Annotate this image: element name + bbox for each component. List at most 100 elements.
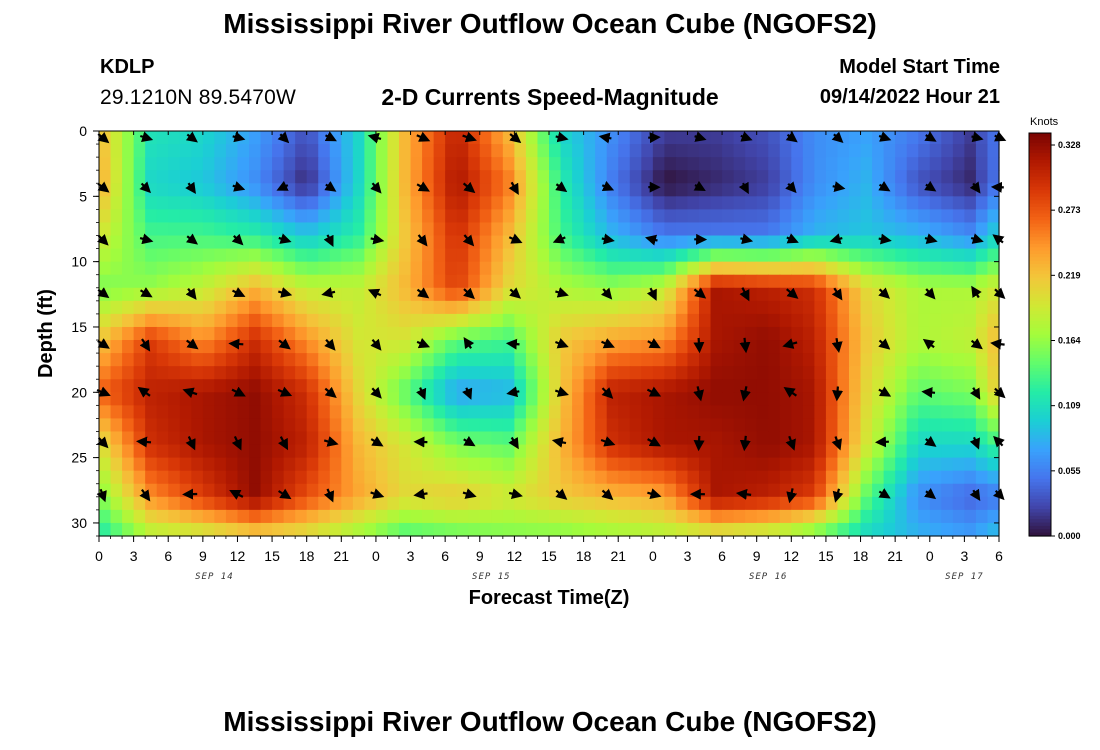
heatmap-cell: [837, 248, 850, 263]
heatmap-cell: [687, 287, 700, 302]
heatmap-cell: [283, 470, 296, 485]
heatmap-cell: [237, 196, 250, 210]
heatmap-cell: [860, 313, 873, 328]
heatmap-cell: [549, 496, 562, 511]
heatmap-cell: [722, 509, 735, 524]
heatmap-cell: [825, 248, 839, 263]
heatmap-cell: [699, 235, 712, 250]
heatmap-cell: [583, 248, 596, 263]
heatmap-cell: [237, 300, 250, 315]
heatmap-cell: [652, 340, 665, 354]
heatmap-cell: [364, 326, 377, 341]
heatmap-cell: [214, 483, 227, 498]
heatmap-cell: [214, 326, 227, 341]
heatmap-cell: [572, 313, 585, 328]
current-vector-arrow: [96, 233, 109, 246]
heatmap-cell: [110, 183, 123, 197]
heatmap-cell: [825, 196, 839, 210]
heatmap-cell: [214, 340, 227, 354]
heatmap-cell: [583, 313, 596, 328]
heatmap-cell: [133, 418, 146, 433]
heatmap-cell: [306, 431, 319, 446]
heatmap-cell: [133, 313, 146, 328]
colorbar-segment: [1029, 304, 1051, 309]
heatmap-cell: [814, 340, 827, 354]
current-vector-arrow: [924, 131, 937, 142]
heatmap-cell: [883, 196, 896, 210]
heatmap-cell: [802, 366, 815, 380]
heatmap-cell: [468, 444, 481, 459]
heatmap-cell: [618, 183, 631, 197]
colorbar-segment: [1029, 143, 1051, 148]
heatmap-cell: [352, 248, 365, 263]
heatmap-cell: [652, 235, 665, 250]
heatmap-cell: [860, 183, 873, 197]
heatmap-cell: [399, 496, 412, 511]
heatmap-cell: [952, 287, 965, 302]
heatmap-cell: [629, 483, 642, 498]
heatmap-cell: [537, 431, 550, 446]
heatmap-cell: [445, 300, 458, 315]
heatmap-cell: [779, 274, 792, 289]
colorbar-segment: [1029, 394, 1051, 399]
heatmap-cell: [537, 379, 550, 393]
heatmap-cell: [525, 496, 539, 511]
heatmap-cell: [756, 313, 769, 328]
heatmap-cell: [941, 418, 954, 433]
heatmap-cell: [606, 509, 619, 524]
heatmap-cell: [352, 457, 365, 472]
heatmap-cell: [341, 274, 354, 289]
heatmap-cell: [352, 392, 365, 406]
heatmap-cell: [306, 353, 319, 367]
current-vector-arrow: [463, 336, 475, 350]
heatmap-cell: [872, 170, 885, 184]
heatmap-cell: [225, 340, 239, 354]
heatmap-cell: [237, 470, 250, 485]
heatmap-cell: [422, 379, 435, 393]
heatmap-cell: [710, 209, 723, 224]
heatmap-cell: [525, 183, 539, 197]
heatmap-cell: [895, 392, 908, 406]
heatmap-cell: [941, 470, 954, 485]
heatmap-cell: [122, 340, 135, 354]
heatmap-cell: [768, 248, 781, 263]
heatmap-cell: [179, 392, 192, 406]
heatmap-cell: [572, 326, 585, 341]
colorbar-segment: [1029, 532, 1051, 537]
heatmap-cell: [906, 326, 919, 341]
current-vector-arrow: [878, 233, 892, 245]
heatmap-cell: [99, 470, 112, 485]
heatmap-cell: [745, 157, 758, 171]
heatmap-cell: [537, 522, 550, 537]
heatmap-cell: [987, 444, 1000, 459]
heatmap-cell: [641, 444, 654, 459]
heatmap-cell: [975, 157, 989, 171]
heatmap-cell: [814, 483, 827, 498]
heatmap-cell: [595, 326, 608, 341]
colorbar-tick-label: 0.273: [1058, 205, 1081, 215]
heatmap-cell: [629, 209, 642, 224]
heatmap-cell: [906, 509, 919, 524]
heatmap-cell: [341, 340, 354, 354]
heatmap-cell: [364, 366, 377, 380]
heatmap-cell: [214, 418, 227, 433]
current-vector-arrow: [786, 233, 799, 244]
heatmap-cell: [652, 274, 665, 289]
heatmap-cell: [964, 509, 977, 524]
colorbar-segment: [1029, 331, 1051, 336]
heatmap-cell: [710, 313, 723, 328]
x-tick-label: 6: [164, 548, 172, 564]
y-tick-label: 30: [71, 515, 87, 531]
heatmap-cell: [202, 144, 215, 158]
colorbar-tick-label: 0.109: [1058, 401, 1081, 411]
heatmap-cell: [987, 509, 1000, 524]
heatmap-cell: [422, 418, 435, 433]
heatmap-cell: [675, 144, 689, 158]
heatmap-cell: [652, 196, 665, 210]
current-vector-arrow: [185, 233, 199, 245]
heatmap-cell: [918, 483, 931, 498]
heatmap-cell: [652, 261, 665, 276]
heatmap-cell: [306, 261, 319, 276]
heatmap-cell: [583, 405, 596, 420]
heatmap-cell: [249, 496, 262, 511]
